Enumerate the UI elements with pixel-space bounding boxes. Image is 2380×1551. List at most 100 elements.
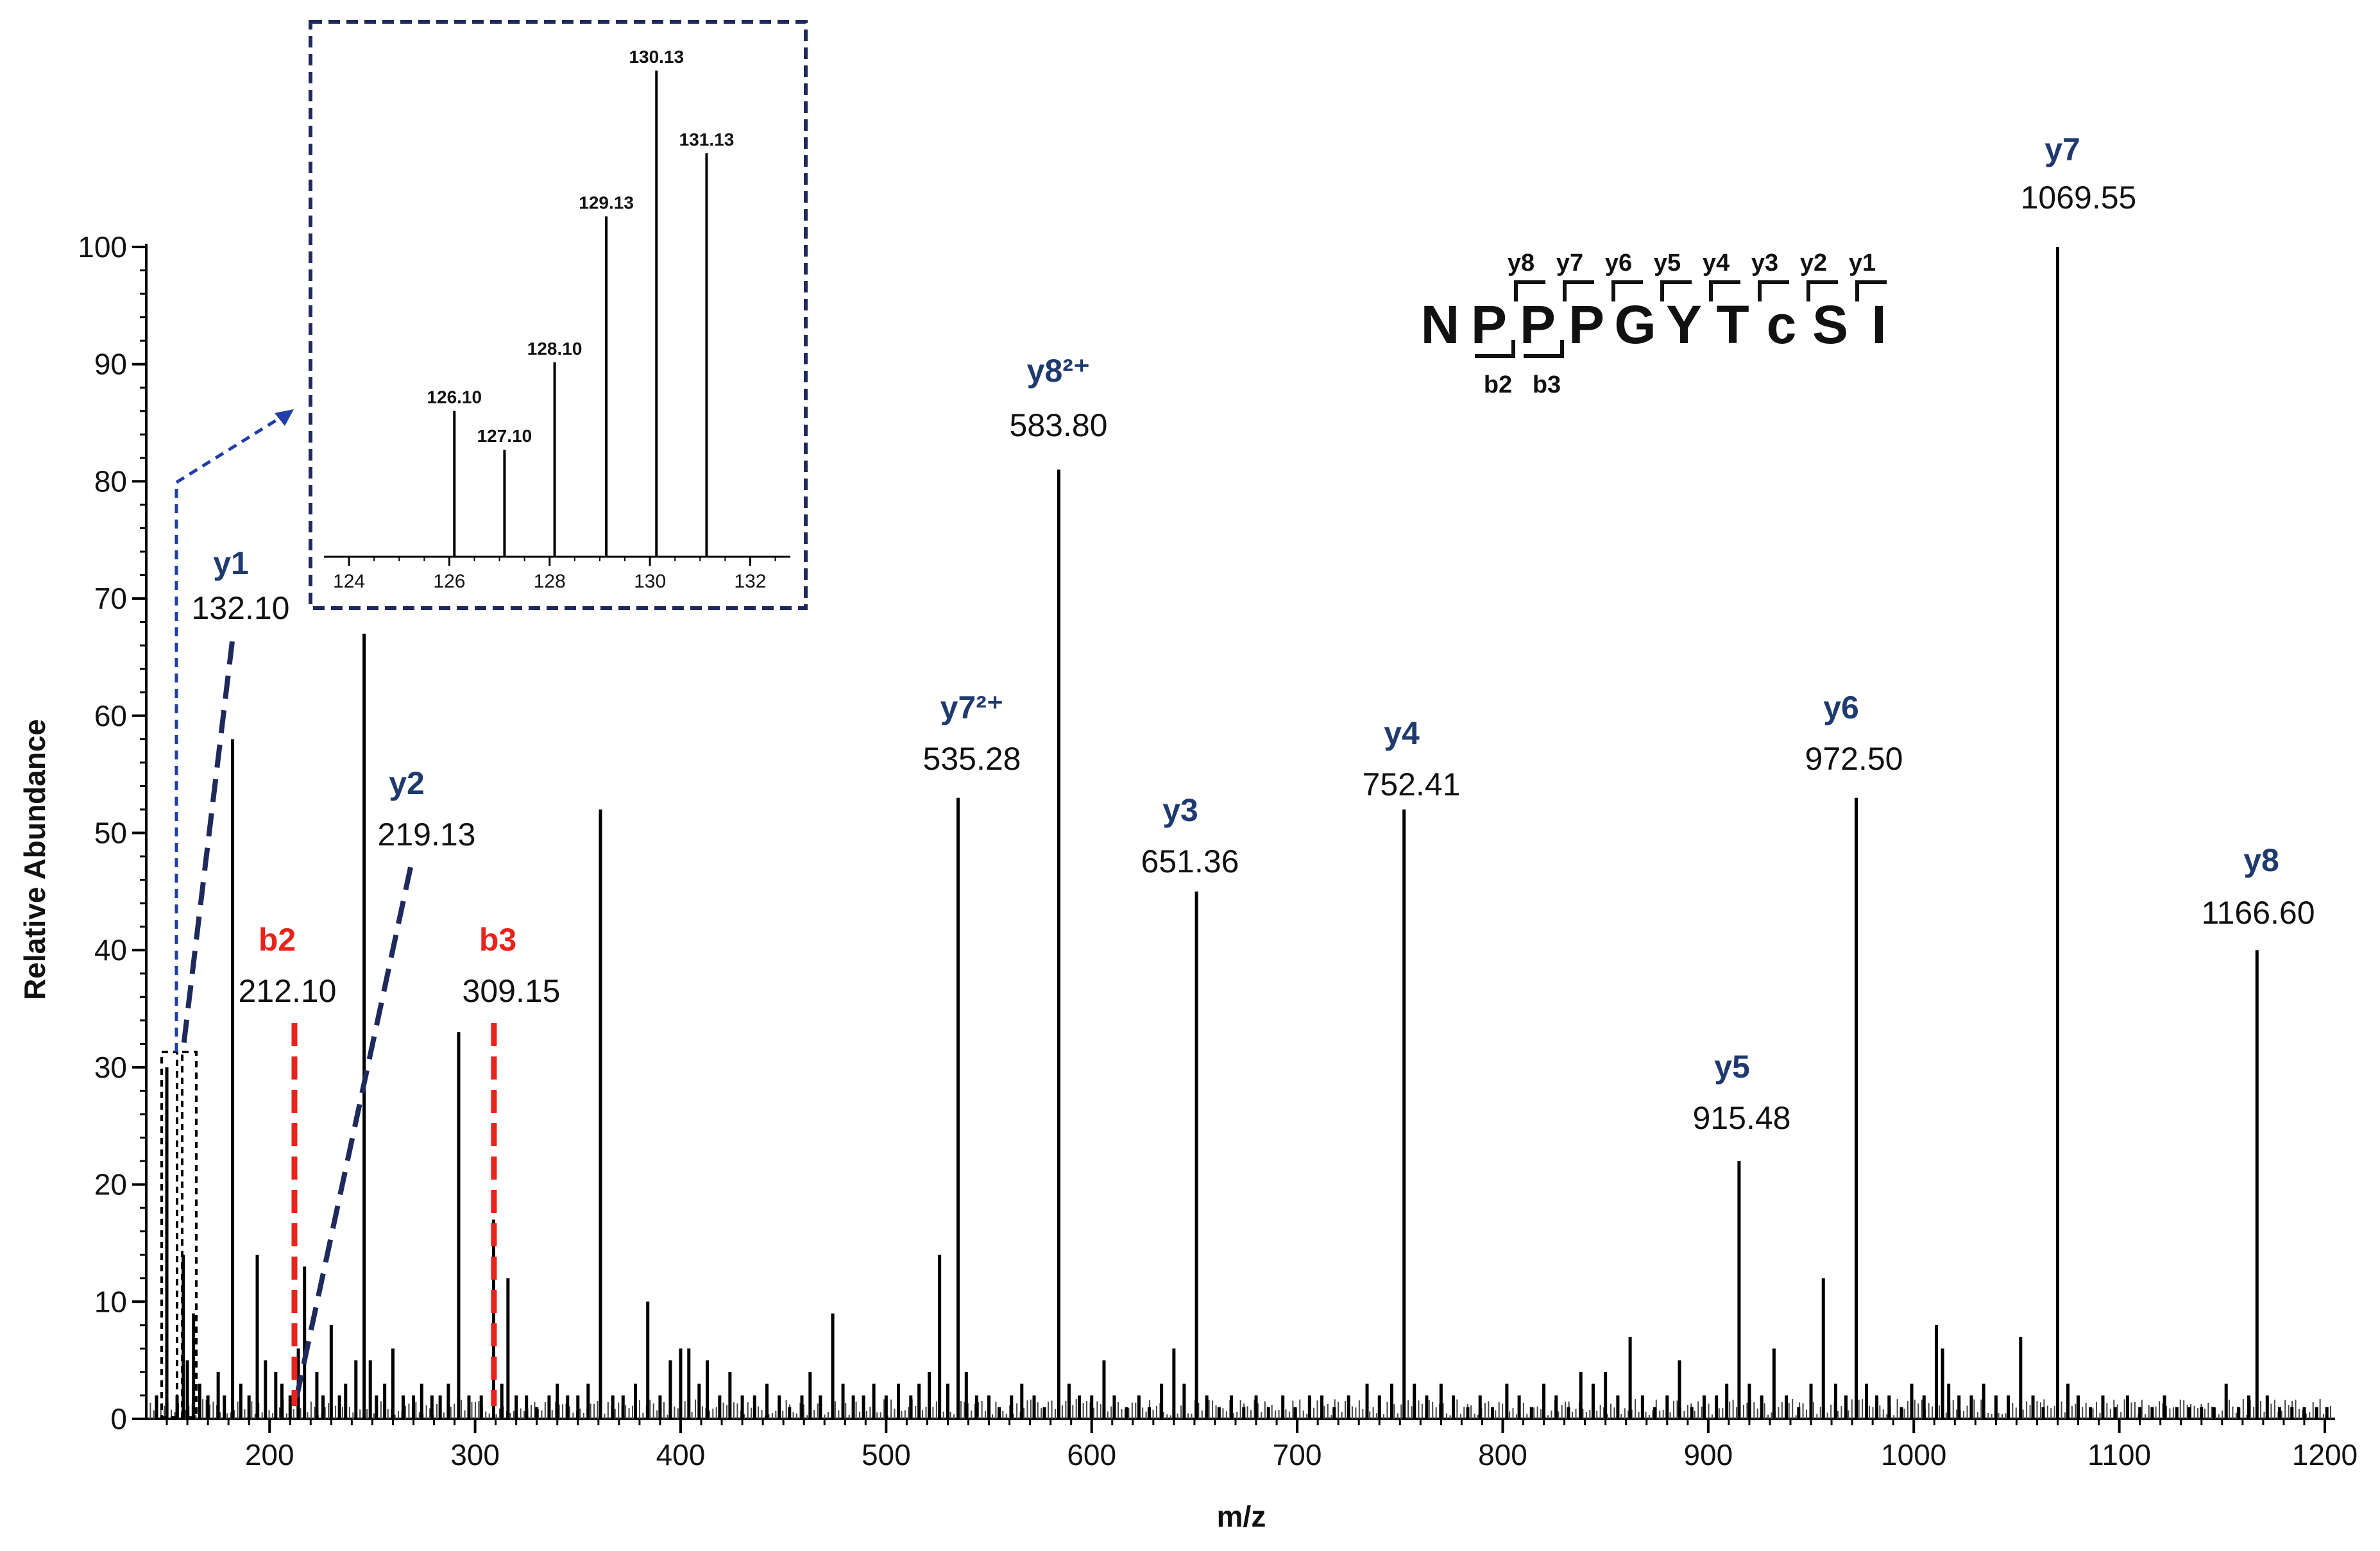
ion-name-label: y1 — [213, 545, 249, 581]
y-tick-label: 20 — [94, 1168, 127, 1201]
ion-mz-label: 915.48 — [1693, 1100, 1791, 1136]
ion-name-label: y4 — [1384, 715, 1420, 751]
sequence-residue: T — [1716, 294, 1749, 355]
sequence-residue: S — [1812, 294, 1848, 355]
y-tick-label: 90 — [94, 348, 127, 381]
x-tick-label: 200 — [245, 1438, 294, 1471]
y2-leader-line — [294, 867, 413, 1399]
ion-mz-label: 212.10 — [239, 973, 337, 1009]
y-ion-label: y2 — [1800, 250, 1827, 276]
ion-mz-label: 1166.60 — [2201, 895, 2315, 931]
x-tick-label: 400 — [656, 1438, 706, 1471]
zoom-indicator — [160, 409, 294, 1419]
sequence-residue: P — [1520, 294, 1556, 355]
y-ion-bracket — [1514, 280, 1545, 301]
ion-mz-label: 583.80 — [1010, 407, 1108, 443]
y-tick-label: 50 — [94, 817, 127, 850]
ion-name-label: y3 — [1162, 792, 1198, 828]
ion-name-label: y2 — [389, 765, 425, 801]
inset-peak-label: 128.10 — [527, 339, 582, 359]
ion-mz-label: 219.13 — [378, 817, 476, 852]
x-tick-label: 800 — [1478, 1438, 1527, 1471]
zoom-arrow-head — [275, 409, 294, 426]
zoom-arrow-line — [174, 409, 293, 1052]
y-ion-label: y5 — [1654, 250, 1681, 276]
sequence-residue: G — [1614, 294, 1656, 355]
inset-axes: 124 126 128 130 132 — [324, 555, 790, 592]
peak-annotations: y1 132.10 b2 212.10 y2 219.13 b3 309.15 y7²⁺ 535.… — [180, 131, 2315, 1406]
x-tick-label: 300 — [450, 1438, 500, 1471]
y-tick-label: 60 — [94, 699, 127, 733]
ion-name-label: b3 — [479, 922, 516, 958]
ion-mz-label: 309.15 — [463, 973, 561, 1009]
ion-name-label: y8 — [2243, 842, 2279, 878]
b-ion-bracket — [1524, 340, 1564, 358]
inset-border — [309, 20, 808, 610]
b-ion-label: b2 — [1484, 371, 1512, 398]
sequence-residue: P — [1568, 294, 1604, 355]
ion-name-label: y5 — [1714, 1049, 1750, 1085]
ion-name-label: y8²⁺ — [1027, 353, 1091, 389]
y-ion-bracket — [1855, 280, 1887, 301]
ion-mz-label: 1069.55 — [2021, 180, 2137, 216]
x-tick-label: 600 — [1067, 1438, 1116, 1471]
y-tick-label: 30 — [94, 1051, 127, 1084]
spectrum-peaks — [149, 247, 2331, 1419]
y-ion-bracket — [1758, 280, 1789, 301]
y-ion-label: y6 — [1605, 250, 1632, 276]
ion-name-label: b2 — [259, 922, 296, 958]
y-ion-bracket — [1563, 280, 1594, 301]
y-tick-label: 70 — [94, 582, 127, 615]
reporter-ion-inset: 124 126 128 130 132 126.10 127.10 128.10 129.13… — [309, 20, 808, 610]
ion-mz-label: 535.28 — [923, 741, 1021, 777]
inset-x-tick-label: 130 — [634, 571, 666, 592]
x-axis-title: m/z — [1217, 1500, 1266, 1533]
inset-peak-label: 129.13 — [579, 192, 634, 212]
y-ion-bracket — [1806, 280, 1838, 301]
ion-name-label: y7 — [2044, 131, 2080, 167]
inset-x-tick-label: 132 — [734, 571, 766, 592]
sequence-residue: P — [1471, 294, 1507, 355]
y-tick-label: 0 — [110, 1402, 127, 1436]
ion-mz-label: 132.10 — [192, 590, 290, 626]
x-tick-label: 1000 — [1881, 1438, 1946, 1471]
inset-peak-label: 131.13 — [679, 130, 735, 149]
ion-mz-label: 752.41 — [1363, 767, 1461, 802]
y-ion-label: y3 — [1751, 250, 1778, 276]
zoom-box-2 — [181, 1051, 198, 1419]
x-tick-label: 1200 — [2292, 1438, 2358, 1471]
inset-x-tick-label: 124 — [333, 571, 365, 592]
ion-mz-label: 651.36 — [1141, 843, 1239, 879]
y-tick-label: 100 — [78, 230, 127, 264]
b-ion-bracket — [1475, 340, 1515, 358]
y-tick-label: 80 — [94, 464, 127, 498]
sequence-residue: c — [1767, 294, 1797, 355]
y-axis-title: Relative Abundance — [18, 719, 51, 1000]
inset-peak-label: 127.10 — [477, 426, 532, 446]
inset-x-tick-label: 126 — [433, 571, 465, 592]
sequence-residue: I — [1871, 294, 1886, 355]
y-ion-label: y1 — [1849, 250, 1876, 276]
sequence-residue: N — [1421, 294, 1460, 355]
x-tick-label: 1100 — [2087, 1438, 2151, 1471]
y-tick-label: 40 — [94, 933, 127, 967]
inset-peaks: 126.10 127.10 128.10 129.13 130.13 131.13 — [427, 47, 734, 557]
inset-x-tick-label: 128 — [534, 571, 566, 592]
y-ion-label: y4 — [1703, 250, 1730, 276]
x-tick-label: 900 — [1683, 1438, 1733, 1471]
y-ion-label: y8 — [1508, 250, 1534, 276]
y-ion-bracket — [1611, 280, 1643, 301]
ion-mz-label: 972.50 — [1805, 741, 1903, 777]
sequence-residue: Y — [1666, 294, 1702, 355]
y-ion-bracket — [1660, 280, 1692, 301]
zoom-box — [160, 1051, 178, 1419]
ion-name-label: y6 — [1823, 690, 1859, 725]
inset-peak-label: 126.10 — [427, 387, 482, 407]
y-ion-label: y7 — [1556, 250, 1583, 276]
y-ion-bracket — [1709, 280, 1740, 301]
ion-name-label: y7²⁺ — [940, 690, 1004, 725]
x-tick-label: 700 — [1273, 1438, 1322, 1471]
x-tick-label: 500 — [862, 1438, 911, 1471]
